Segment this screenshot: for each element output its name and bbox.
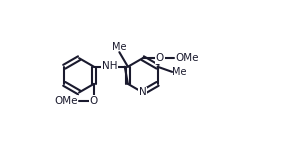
Text: O: O (90, 96, 98, 106)
Text: NH: NH (102, 61, 117, 71)
Text: Me: Me (112, 42, 127, 52)
Text: OMe: OMe (175, 53, 199, 63)
Text: O: O (156, 53, 164, 63)
Text: OMe: OMe (54, 96, 77, 106)
Text: N: N (139, 87, 147, 97)
Text: Me: Me (172, 67, 187, 77)
